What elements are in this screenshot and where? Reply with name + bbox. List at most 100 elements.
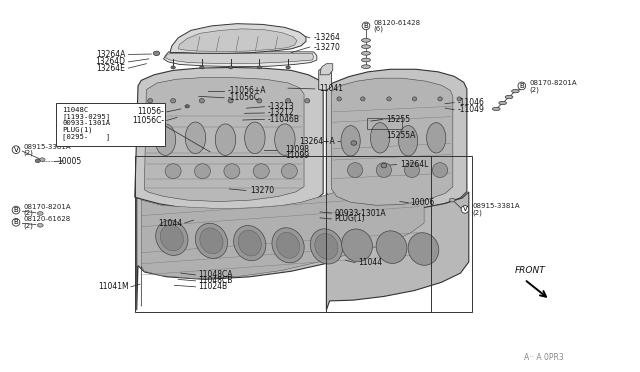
Text: 11041: 11041 [319,84,343,93]
Ellipse shape [315,234,338,259]
Text: 13264+A: 13264+A [300,137,335,146]
Ellipse shape [215,124,236,155]
Polygon shape [320,64,333,75]
Text: 13264E: 13264E [97,64,125,73]
Text: B: B [13,207,19,213]
Ellipse shape [156,220,188,256]
Ellipse shape [228,99,233,103]
Ellipse shape [257,99,262,103]
Text: -11046: -11046 [458,98,485,107]
Ellipse shape [37,212,43,215]
Ellipse shape [160,225,184,251]
Text: 08170-8201A: 08170-8201A [24,204,71,210]
Text: 08915-3381A: 08915-3381A [472,203,520,209]
Text: (2): (2) [24,150,33,156]
Ellipse shape [362,51,371,55]
Ellipse shape [341,126,360,156]
Polygon shape [164,52,317,67]
Ellipse shape [371,123,390,153]
Text: (2): (2) [529,86,540,93]
Polygon shape [326,192,468,310]
Ellipse shape [154,51,160,55]
Text: 11048CA: 11048CA [198,270,233,279]
Polygon shape [145,77,304,202]
Text: -13212: -13212 [268,109,294,118]
Ellipse shape [185,105,189,108]
Text: 13264A: 13264A [96,50,125,59]
Text: -13264: -13264 [314,33,340,42]
Ellipse shape [399,126,418,156]
Ellipse shape [505,95,513,99]
Ellipse shape [272,228,304,263]
Text: 11048C: 11048C [62,107,88,113]
Ellipse shape [165,164,181,179]
Ellipse shape [408,233,439,265]
Text: A·· A 0PR3: A·· A 0PR3 [524,353,564,362]
Text: [0295-    ]: [0295- ] [62,133,110,140]
Text: PLUG(1): PLUG(1) [62,126,93,133]
Ellipse shape [305,99,310,103]
Ellipse shape [360,97,365,101]
Text: B: B [520,83,524,89]
Text: 11098: 11098 [285,145,309,154]
Ellipse shape [427,123,446,153]
Polygon shape [178,29,297,51]
Ellipse shape [200,228,223,254]
Ellipse shape [492,107,500,110]
Ellipse shape [200,66,204,69]
Polygon shape [326,69,467,211]
Text: -11049: -11049 [458,105,485,114]
Ellipse shape [351,141,356,145]
Ellipse shape [362,58,371,62]
Ellipse shape [362,38,371,42]
Ellipse shape [511,89,519,93]
Ellipse shape [310,229,342,264]
Text: B: B [364,23,369,29]
Ellipse shape [37,224,43,227]
Polygon shape [332,78,453,205]
Text: 11044: 11044 [159,219,182,228]
Text: -11056+A: -11056+A [227,86,266,95]
Text: (2): (2) [24,210,33,216]
Ellipse shape [195,223,228,259]
Ellipse shape [148,99,153,103]
Text: -11046B: -11046B [268,115,300,124]
Text: 08120-61628: 08120-61628 [24,217,71,222]
Text: 08120-61428: 08120-61428 [374,20,420,26]
Ellipse shape [238,230,261,256]
Ellipse shape [257,66,262,69]
Ellipse shape [156,124,175,155]
Polygon shape [319,67,332,90]
Text: 11041M: 11041M [98,282,129,291]
Ellipse shape [499,101,506,105]
Polygon shape [137,160,429,310]
Text: 11056-: 11056- [138,108,164,116]
Polygon shape [141,164,424,307]
Text: 11044: 11044 [358,258,383,267]
Text: 08915-3381A: 08915-3381A [24,144,71,150]
Text: 13270: 13270 [250,186,274,195]
Ellipse shape [412,97,417,101]
Text: -11056C: -11056C [227,93,260,102]
Text: FRONT: FRONT [515,266,545,275]
Text: (2): (2) [472,209,483,215]
Ellipse shape [376,231,407,263]
Text: PLUG(1): PLUG(1) [335,215,365,224]
Ellipse shape [337,97,341,101]
Ellipse shape [39,158,45,161]
Ellipse shape [387,97,391,101]
Text: 11024B: 11024B [198,282,228,291]
Ellipse shape [282,164,298,179]
Ellipse shape [244,122,265,154]
Ellipse shape [362,45,371,48]
Text: -13213: -13213 [268,102,294,111]
Ellipse shape [171,66,175,69]
Text: 11048CB: 11048CB [198,276,233,285]
Text: 15255A: 15255A [386,131,415,141]
Ellipse shape [224,164,240,179]
Ellipse shape [438,97,442,101]
Ellipse shape [342,229,372,262]
Ellipse shape [253,164,269,179]
Text: -13270: -13270 [314,42,340,51]
Ellipse shape [199,99,204,103]
